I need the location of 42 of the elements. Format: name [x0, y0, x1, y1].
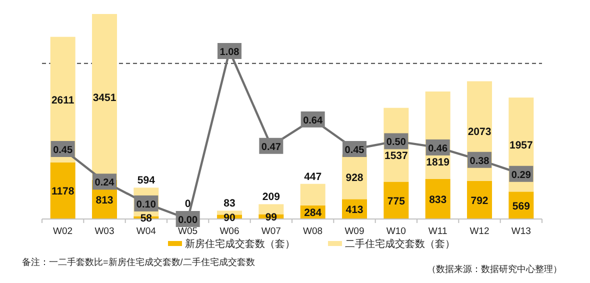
x-tick-label: W06 — [220, 226, 240, 237]
data-label: 1819 — [426, 156, 450, 168]
x-tick-label: W07 — [261, 226, 281, 237]
x-tick-label: W04 — [136, 226, 156, 237]
data-label: 447 — [304, 170, 322, 183]
data-label: 813 — [96, 194, 114, 206]
data-label: 2073 — [468, 126, 492, 138]
data-label: 594 — [137, 174, 156, 187]
data-label: 284 — [304, 207, 322, 220]
data-label: 3451 — [92, 92, 116, 104]
x-tick-label: W10 — [386, 226, 406, 237]
data-label: 2611 — [51, 94, 74, 107]
data-label: 1957 — [509, 140, 534, 152]
data-label: 1178 — [51, 186, 74, 198]
x-tick-label: W12 — [470, 226, 490, 237]
x-tick-label: W02 — [53, 226, 73, 237]
bar — [384, 182, 409, 219]
text: （数据来源：数据研究中心整理） — [427, 264, 562, 274]
bar — [258, 204, 284, 214]
x-tick-label: W05 — [178, 226, 198, 237]
data-label: 569 — [512, 200, 530, 212]
x-tick-label: W08 — [303, 226, 323, 237]
bar — [300, 184, 326, 206]
data-label: 1537 — [384, 150, 408, 162]
data-label: 83 — [224, 198, 236, 210]
text: 备注：一二手套数比=新房住宅成交套数/二手住宅成交套数 — [22, 257, 255, 267]
bar — [467, 180, 492, 219]
data-label: 413 — [346, 204, 364, 216]
data-label: 792 — [470, 194, 488, 207]
legend-label: 二手住宅成交套数（套） — [345, 238, 455, 250]
legend-label: 新房住宅成交套数（套） — [185, 238, 295, 250]
data-label: 209 — [262, 191, 280, 204]
x-tick-label: W13 — [511, 226, 531, 237]
bar — [50, 162, 76, 219]
x-tick-label: W11 — [428, 226, 448, 237]
data-label: 833 — [429, 194, 447, 206]
x-tick-label: W09 — [344, 226, 364, 237]
bar — [92, 14, 117, 180]
x-tick-label: W03 — [94, 226, 114, 237]
data-label: 928 — [346, 172, 364, 184]
data-label: 775 — [387, 195, 406, 208]
data-label: 0 — [184, 198, 191, 210]
